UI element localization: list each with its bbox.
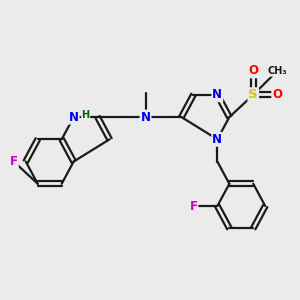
Text: N: N (140, 111, 151, 124)
Text: N: N (69, 111, 79, 124)
Text: F: F (10, 155, 18, 168)
Text: N: N (212, 88, 222, 101)
Text: CH₃: CH₃ (267, 66, 287, 76)
Text: O: O (248, 64, 258, 77)
Text: O: O (272, 88, 282, 101)
Text: F: F (189, 200, 197, 212)
Text: N: N (212, 133, 222, 146)
Text: H: H (82, 110, 90, 120)
Text: S: S (248, 88, 258, 101)
